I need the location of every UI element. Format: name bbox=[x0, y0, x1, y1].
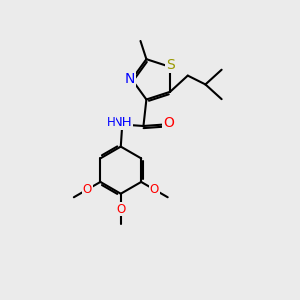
Text: O: O bbox=[150, 183, 159, 196]
Text: O: O bbox=[116, 202, 125, 215]
Text: O: O bbox=[163, 116, 174, 130]
Text: NH: NH bbox=[112, 116, 132, 129]
Text: N: N bbox=[125, 72, 135, 86]
Text: O: O bbox=[82, 183, 92, 196]
Text: H: H bbox=[107, 116, 116, 129]
Text: S: S bbox=[166, 58, 175, 72]
